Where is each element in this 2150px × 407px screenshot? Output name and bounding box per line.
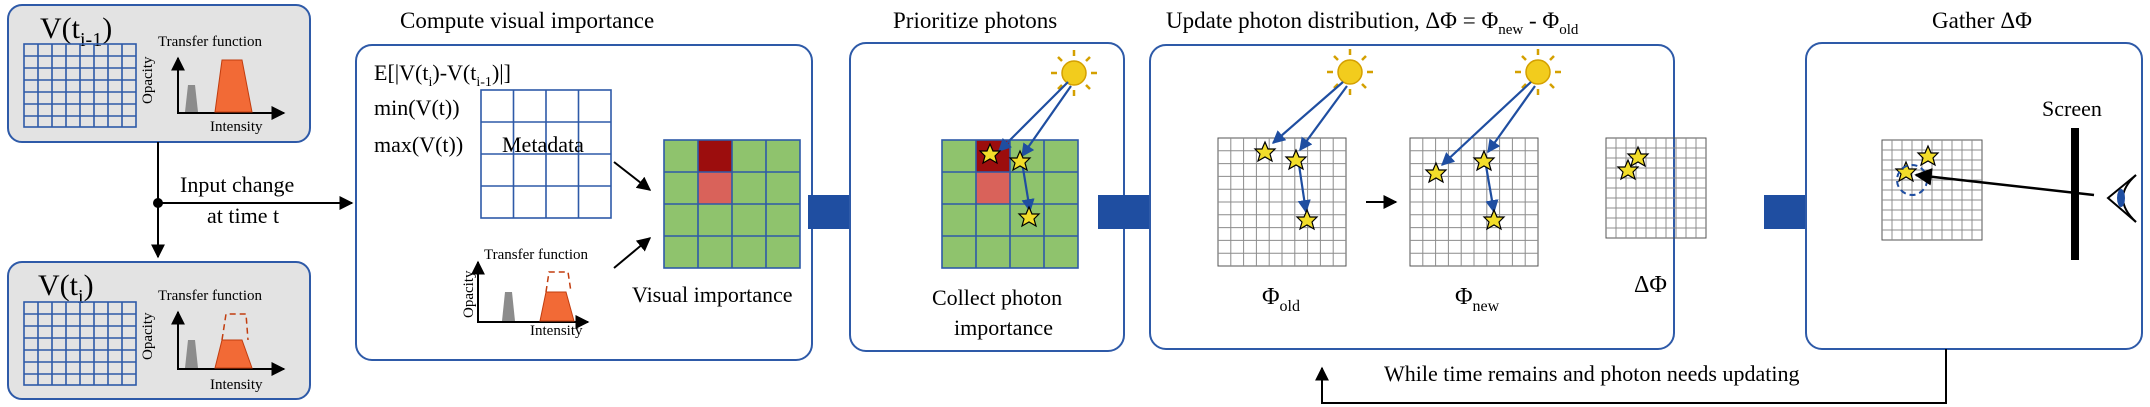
delta-phi-grid: [1605, 137, 1707, 239]
visual-importance-label: Visual importance: [632, 282, 793, 307]
tf-title: Transfer function: [158, 288, 263, 304]
input-change-label: Input change: [180, 172, 294, 197]
sun-icon: [1051, 50, 1097, 96]
input-change-connector: Input change at time t: [151, 142, 354, 259]
tf-previous-outline: [221, 313, 249, 341]
input-prev-label: V(ti-1): [40, 12, 112, 51]
tf-orange-peak: [214, 339, 253, 369]
tf-title: Transfer function: [158, 34, 263, 50]
stage-gather-title: Gather ΔΦ: [1932, 8, 2032, 33]
input-change-time-label: at time t: [207, 203, 279, 228]
phi-new-label: Φnew: [1455, 284, 1500, 315]
compute-transfer-function: Transfer function Opacity Intensity: [461, 247, 590, 339]
delta-phi-label: ΔΦ: [1634, 272, 1667, 298]
photon-star-icon: [1616, 145, 1650, 181]
input-prev-transfer-function: Transfer function Opacity Intensity: [140, 34, 286, 135]
stage-compute-visual-importance: Compute visual importance E[|V(ti)-V(ti-…: [355, 8, 813, 361]
min-value-label: min(V(t)): [374, 95, 460, 120]
tf-intensity-label: Intensity: [530, 323, 583, 339]
photon-star-icon: [1424, 149, 1506, 231]
loop-back: While time remains and photon needs upda…: [1315, 349, 1947, 404]
stage-update-title: Update photon distribution, ΔΦ = Φnew - …: [1166, 8, 1579, 38]
screen-label: Screen: [2042, 96, 2102, 121]
input-curr-transfer-function: Transfer function Opacity Intensity: [140, 288, 286, 393]
stage-gather: Gather ΔΦ Screen: [1805, 8, 2143, 350]
stage-update-photon-distribution: Update photon distribution, ΔΦ = Φnew - …: [1149, 8, 1707, 350]
metadata-grid: [480, 89, 612, 219]
loop-label: While time remains and photon needs upda…: [1384, 361, 1799, 386]
phi-new-grid: [1409, 137, 1539, 267]
stage-update-box: [1149, 44, 1675, 350]
max-value-label: max(V(t)): [374, 132, 463, 157]
tf-opacity-label: Opacity: [140, 312, 156, 360]
visual-importance-grid: [663, 139, 801, 269]
input-curr-grid: [23, 301, 137, 386]
tf-opacity-label: Opacity: [461, 270, 477, 318]
stage-gather-box: [1805, 42, 2143, 350]
phi-old-label: Φold: [1262, 284, 1300, 315]
stage-prioritize-photons: Prioritize photons: [849, 8, 1125, 352]
eye-icon: [2106, 174, 2137, 223]
tf-opacity-label: Opacity: [140, 56, 156, 104]
importance-label: importance: [954, 315, 1053, 340]
tf-title: Transfer function: [484, 247, 589, 263]
sun-icon: [1327, 49, 1373, 95]
expected-change-formula: E[|V(ti)-V(ti-1)|]: [374, 60, 511, 90]
input-curr-volume: V(ti) Transfer function Opacity Intensit…: [7, 261, 311, 400]
stage-prioritize-title: Prioritize photons: [893, 8, 1057, 33]
input-prev-volume: V(ti-1) Transfer function Opacity Intens…: [7, 4, 311, 143]
tf-intensity-label: Intensity: [210, 119, 263, 135]
prioritize-grid: [941, 139, 1079, 269]
metadata-label: Metadata: [502, 132, 584, 157]
input-prev-grid: [23, 43, 137, 128]
input-curr-label: V(ti): [38, 269, 94, 308]
collect-photon-label: Collect photon: [932, 285, 1062, 310]
screen-bar: [2071, 128, 2079, 260]
photon-star-icon: [978, 142, 1041, 228]
photon-star-icon: [1253, 140, 1319, 231]
stage-compute-title: Compute visual importance: [400, 8, 654, 33]
photon-star-icon: [1894, 144, 1940, 183]
tf-gray-peak: [185, 85, 198, 112]
view-ray: [1914, 168, 2095, 197]
sun-icon: [1515, 49, 1561, 95]
tf-orange-peak: [214, 59, 253, 113]
tf-intensity-label: Intensity: [210, 377, 263, 393]
tf-gray-peak: [185, 340, 198, 368]
